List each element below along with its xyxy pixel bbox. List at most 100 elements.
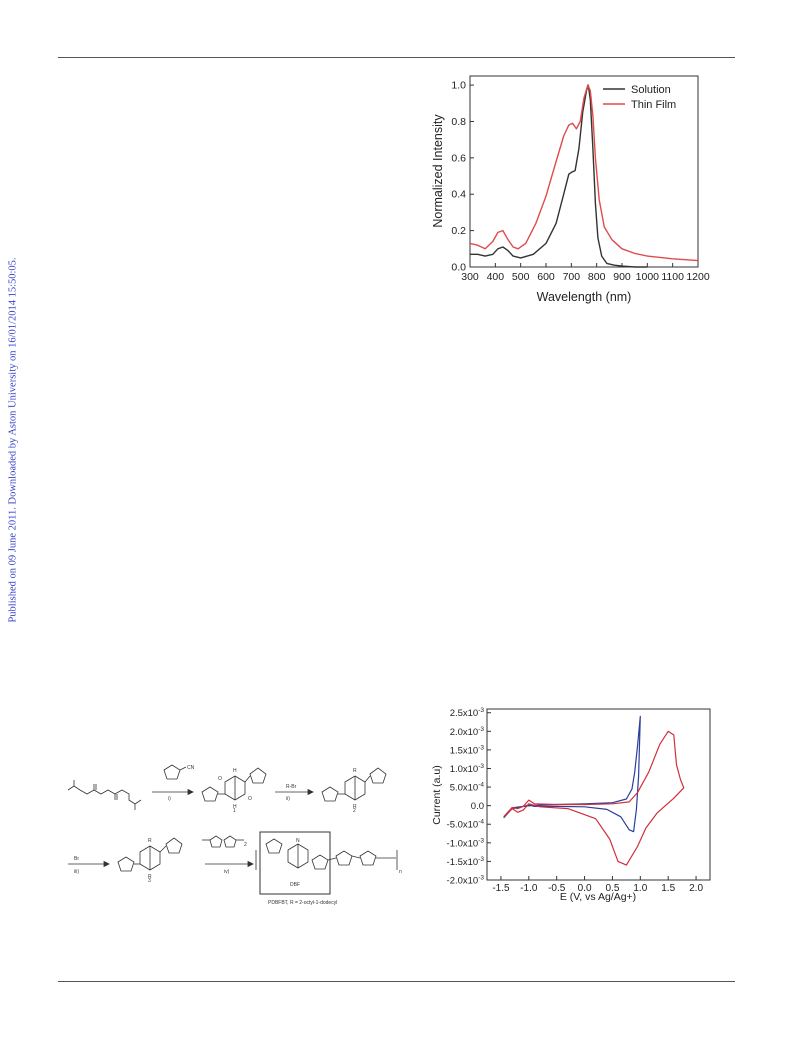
series-line-thin-film (469, 84, 699, 262)
polymer-box (259, 831, 331, 895)
dpp-compound-2-structure (321, 767, 387, 802)
publication-side-note-text: Published on 09 June 2011. Downloaded by… (7, 257, 19, 623)
reaction-arrow-1 (152, 788, 194, 796)
x-tick-label: -0.5 (548, 883, 566, 894)
y-tick-mantissa: 5.0x10 (450, 783, 479, 794)
dpp-compound-1-structure (201, 767, 267, 802)
synthesis-scheme: i) CN R-Br ii) Br iii) iv) 1 2 3 H H R R… (67, 764, 402, 906)
y-tick-mantissa: -1.0x10 (447, 838, 479, 849)
x-tick-label: -1.0 (520, 883, 538, 894)
y-tick-exponent: -3 (478, 856, 484, 863)
x-tick-label: 900 (613, 271, 631, 283)
reagent-label-5: iii) (74, 869, 79, 875)
x-tick-label: 300 (461, 271, 479, 283)
dpp-compound-3-structure (117, 837, 183, 872)
reagent-label-4: Br (74, 856, 79, 862)
reaction-arrow-2 (275, 788, 314, 796)
y-tick-label: 0.0 (471, 801, 484, 812)
y-tick-label: 0.4 (451, 189, 466, 201)
y-tick-mantissa: 1.0x10 (450, 764, 479, 775)
h-label-top-1: H (233, 768, 237, 774)
r-label-bottom-2: R (353, 804, 357, 810)
compound-number-3: 3 (148, 878, 151, 884)
legend-label-solution: Solution (631, 84, 671, 96)
y-tick-label: -1.0x10-3 (447, 837, 485, 849)
y-tick-label: 2.5x10-3 (450, 707, 485, 719)
y-tick-mantissa: 0.0 (471, 801, 484, 812)
y-tick-label: -1.5x10-3 (447, 856, 485, 868)
y-tick-exponent: -4 (478, 782, 484, 789)
r-label-top-2: R (353, 768, 357, 774)
y-tick-label: -5.0x10-4 (447, 819, 485, 831)
scheme-caption: PDBFBT, R = 2-octyl-1-dodecyl (268, 900, 337, 906)
absorption-spectrum-chart: 300 400 500 600 700 800 900 1000 1100 1200 0.0 0.2… (431, 75, 710, 304)
y-tick-exponent: -3 (478, 726, 484, 733)
footer-rule (58, 981, 735, 982)
reagent-label-2: R-Br (286, 784, 297, 790)
y-tick-label: 5.0x10-4 (450, 782, 485, 794)
voltammogram-lines (503, 715, 685, 866)
x-tick-label: 0.5 (605, 883, 619, 894)
reaction-arrow-4 (205, 860, 254, 868)
cv-series-line-2 (503, 730, 685, 866)
x-tick-label: 700 (563, 271, 581, 283)
dbf-label: DBF (290, 882, 300, 888)
furan-carbonitrile-structure (163, 764, 187, 780)
compound-number-2: 2 (353, 808, 356, 814)
polymer-structure (255, 838, 398, 870)
x-tick-label: -1.5 (492, 883, 510, 894)
x-axis-label: E (V, vs Ag/Ag+) (560, 891, 636, 903)
r-label-top-3: R (148, 838, 152, 844)
y-tick-label: 0.8 (451, 116, 466, 128)
x-tick-label: 500 (512, 271, 530, 283)
y-tick-exponent: -4 (478, 819, 484, 826)
r-label-bottom-3: R (148, 874, 152, 880)
x-tick-label: 1200 (686, 271, 710, 283)
publication-side-note: Published on 09 June 2011. Downloaded by… (4, 240, 22, 640)
n-label-polymer: N (296, 838, 300, 844)
x-tick-label: 1.0 (633, 883, 647, 894)
legend-label-thin-film: Thin Film (631, 99, 676, 111)
series-line-solution (470, 84, 648, 268)
y-tick-exponent: -3 (478, 744, 484, 751)
y-tick-exponent: -3 (478, 875, 484, 882)
reagent-label-6: iv) (224, 869, 230, 875)
y-tick-mantissa: 2.0x10 (450, 727, 479, 738)
y-tick-label: 0.6 (451, 152, 466, 164)
y-tick-label: 0.0 (451, 262, 466, 274)
legend: Solution Thin Film (603, 84, 676, 111)
y-tick-mantissa: 1.5x10 (450, 745, 479, 756)
polymer-subscript-n: n (399, 869, 402, 875)
y-axis-label: Normalized Intensity (431, 114, 445, 228)
cv-series-line-1 (503, 715, 641, 833)
y-axis-ticks: -2.0x10-3-1.5x10-3-1.0x10-3-5.0x10-40.05… (447, 707, 491, 887)
y-tick-mantissa: -5.0x10 (447, 820, 479, 831)
y-tick-exponent: -3 (478, 763, 484, 770)
x-axis-ticks: -1.5 -1.0 -0.5 0.0 0.5 1.0 1.5 2.0 (492, 876, 703, 894)
reaction-arrow-3 (68, 860, 110, 868)
y-tick-label: -2.0x10-3 (447, 875, 485, 887)
x-tick-label: 600 (537, 271, 555, 283)
x-tick-label: 1100 (661, 271, 684, 283)
reagent-label-3: ii) (286, 796, 290, 802)
spectrum-lines (469, 84, 699, 268)
y-tick-label: 1.0 (451, 80, 466, 92)
compound-number-1: 1 (233, 808, 236, 814)
cn-label: CN (187, 765, 195, 771)
x-tick-label: 1.5 (661, 883, 675, 894)
y-tick-label: 1.5x10-3 (450, 744, 485, 756)
y-tick-label: 2.0x10-3 (450, 726, 485, 738)
x-axis-ticks: 300 400 500 600 700 800 900 1000 1100 1200 (461, 263, 710, 283)
y-tick-label: 0.2 (451, 225, 466, 237)
x-tick-label: 400 (487, 271, 505, 283)
o-label-2: O (248, 796, 252, 802)
y-axis-label: Current (a.u) (431, 765, 443, 825)
y-tick-mantissa: -1.5x10 (447, 857, 479, 868)
plot-frame (486, 708, 711, 881)
sn-subscript: 2 (244, 842, 247, 848)
x-tick-label: 0.0 (578, 883, 592, 894)
cyclic-voltammetry-chart: -1.5 -1.0 -0.5 0.0 0.5 1.0 1.5 2.0 -2.0x10-3-1.… (431, 707, 711, 903)
diisopropyl-succinate-structure (67, 780, 142, 810)
header-rule (58, 57, 735, 58)
reagent-label-1: i) (168, 796, 171, 802)
